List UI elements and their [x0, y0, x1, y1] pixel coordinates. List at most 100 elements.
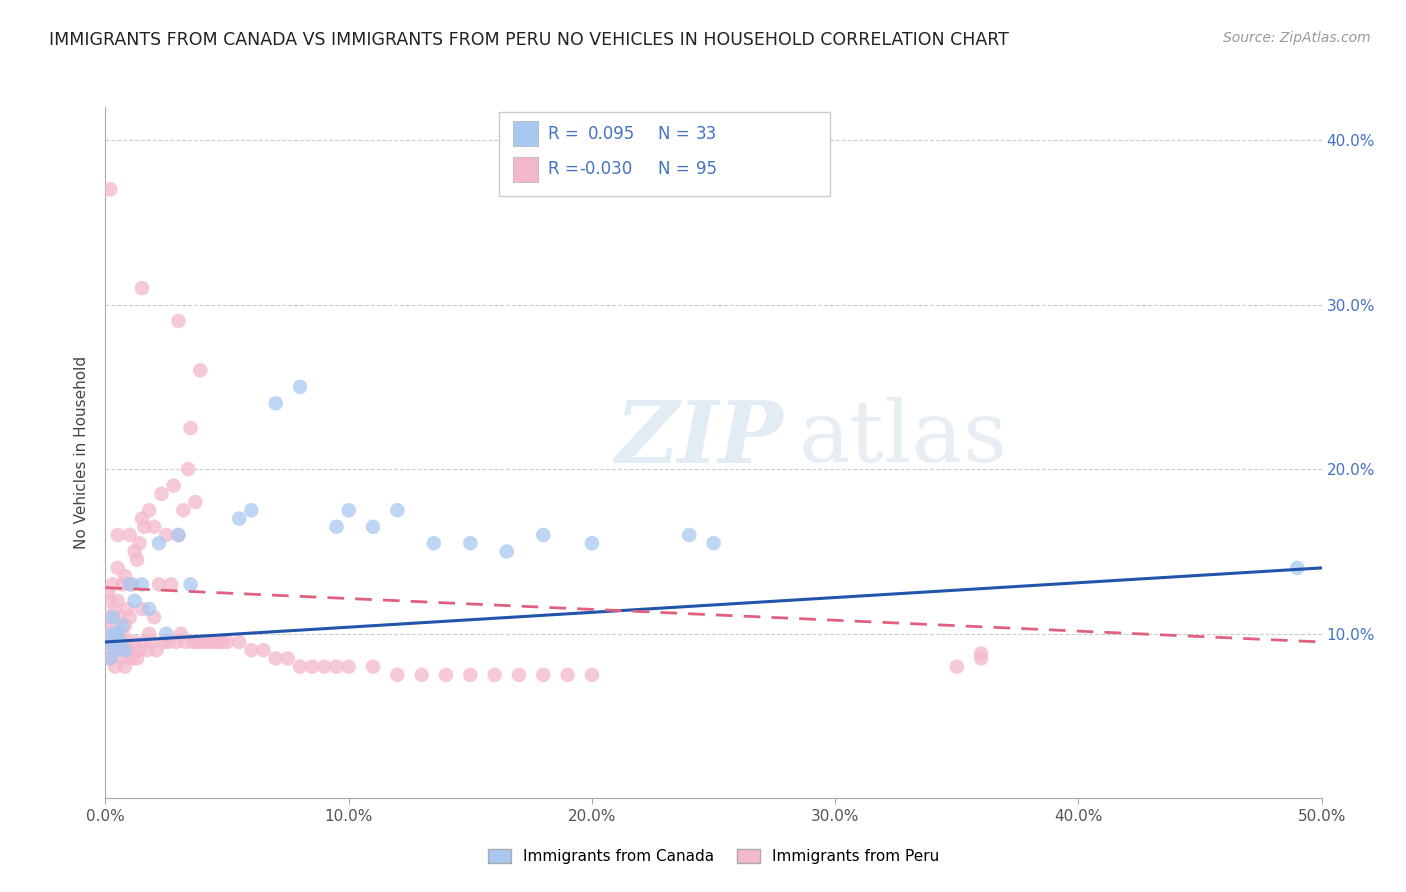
- Point: [167, 528, 190, 542]
- Point: [101, 610, 124, 624]
- Point: [98, 182, 121, 196]
- Point: [423, 536, 446, 550]
- Point: [138, 626, 160, 640]
- Point: [288, 380, 311, 394]
- Point: [97, 635, 120, 649]
- Point: [108, 643, 131, 657]
- Point: [211, 635, 233, 649]
- Point: [117, 635, 139, 649]
- Point: [143, 610, 166, 624]
- Point: [134, 520, 156, 534]
- Point: [155, 528, 177, 542]
- Point: [117, 602, 139, 616]
- Point: [458, 668, 481, 682]
- Point: [387, 503, 409, 517]
- Point: [131, 511, 153, 525]
- Point: [125, 651, 148, 665]
- Point: [101, 643, 124, 657]
- Point: [557, 668, 579, 682]
- Point: [177, 462, 200, 476]
- Text: N =: N =: [658, 125, 695, 143]
- Point: [180, 577, 202, 591]
- Point: [118, 577, 141, 591]
- Point: [191, 635, 214, 649]
- Point: [181, 635, 204, 649]
- Point: [114, 618, 136, 632]
- Point: [288, 659, 311, 673]
- Point: [107, 594, 129, 608]
- Point: [1286, 561, 1309, 575]
- Point: [207, 635, 229, 649]
- Point: [484, 668, 506, 682]
- Point: [111, 618, 134, 632]
- Point: [141, 635, 163, 649]
- Point: [145, 643, 167, 657]
- Point: [114, 643, 136, 657]
- Point: [508, 668, 530, 682]
- Point: [143, 520, 166, 534]
- Point: [104, 602, 127, 616]
- Point: [458, 536, 481, 550]
- Point: [97, 610, 120, 624]
- Text: IMMIGRANTS FROM CANADA VS IMMIGRANTS FROM PERU NO VEHICLES IN HOUSEHOLD CORRELAT: IMMIGRANTS FROM CANADA VS IMMIGRANTS FRO…: [49, 31, 1010, 49]
- Point: [531, 528, 554, 542]
- Point: [134, 635, 156, 649]
- Point: [124, 544, 146, 558]
- Point: [98, 651, 121, 665]
- Point: [114, 569, 136, 583]
- Point: [124, 594, 146, 608]
- Point: [97, 585, 120, 599]
- Point: [337, 503, 360, 517]
- Point: [153, 635, 176, 649]
- Point: [217, 635, 239, 649]
- Point: [337, 659, 360, 673]
- Point: [97, 635, 120, 649]
- Point: [228, 511, 250, 525]
- Point: [108, 610, 131, 624]
- Text: R =: R =: [548, 125, 585, 143]
- Point: [121, 651, 143, 665]
- Point: [162, 478, 184, 492]
- Point: [240, 503, 263, 517]
- Point: [495, 544, 517, 558]
- Point: [118, 528, 141, 542]
- Point: [264, 396, 287, 410]
- Point: [157, 635, 180, 649]
- Point: [104, 643, 127, 657]
- Point: [107, 561, 129, 575]
- Point: [104, 659, 127, 673]
- Point: [148, 577, 170, 591]
- Point: [411, 668, 433, 682]
- Point: [581, 668, 603, 682]
- Point: [107, 626, 129, 640]
- Point: [387, 668, 409, 682]
- Point: [945, 659, 967, 673]
- Point: [101, 577, 124, 591]
- Point: [180, 421, 202, 435]
- Point: [174, 635, 197, 649]
- Point: [201, 635, 224, 649]
- Point: [197, 635, 219, 649]
- Point: [264, 651, 287, 665]
- Point: [184, 495, 207, 509]
- Y-axis label: No Vehicles in Household: No Vehicles in Household: [75, 356, 90, 549]
- Text: 33: 33: [696, 125, 717, 143]
- Point: [170, 626, 193, 640]
- Point: [131, 281, 153, 295]
- Point: [434, 668, 457, 682]
- Point: [135, 643, 157, 657]
- Text: Source: ZipAtlas.com: Source: ZipAtlas.com: [1223, 31, 1371, 45]
- Text: ZIP: ZIP: [616, 397, 785, 481]
- Point: [111, 651, 134, 665]
- Text: 95: 95: [696, 161, 717, 178]
- Text: N =: N =: [658, 161, 695, 178]
- Point: [121, 577, 143, 591]
- Text: R =: R =: [548, 161, 585, 178]
- Point: [138, 602, 160, 616]
- Point: [124, 635, 146, 649]
- Point: [325, 520, 347, 534]
- Point: [98, 651, 121, 665]
- Point: [98, 626, 121, 640]
- Text: atlas: atlas: [799, 397, 1008, 481]
- Point: [228, 635, 250, 649]
